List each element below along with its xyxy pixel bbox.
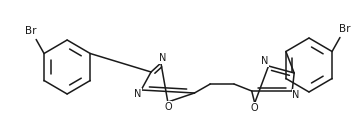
Text: N: N [292,90,300,100]
Text: N: N [133,89,141,99]
Text: N: N [261,56,268,66]
Text: O: O [251,103,258,113]
Text: Br: Br [339,23,351,34]
Text: O: O [164,102,172,112]
Text: Br: Br [26,26,37,35]
Text: N: N [159,53,167,63]
